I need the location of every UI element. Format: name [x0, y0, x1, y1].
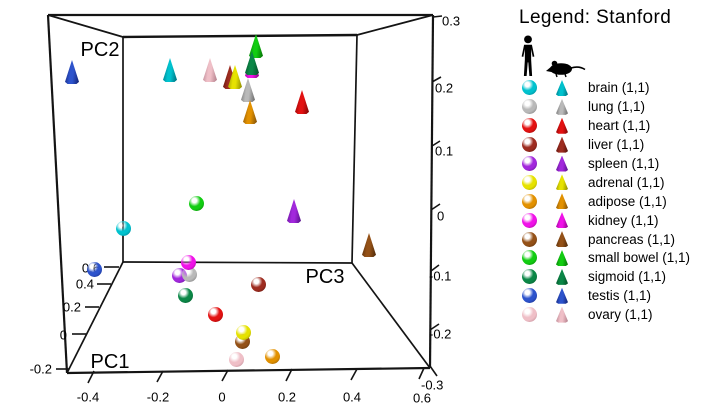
legend-item-liver: liver (1,1)	[500, 135, 728, 154]
legend-item-label: pancreas (1,1)	[588, 231, 676, 247]
sphere-marker-icon	[522, 269, 537, 285]
legend-item-sigmoid: sigmoid (1,1)	[500, 267, 728, 286]
pc1-tick-labels: -0.4 -0.2 0 0.2 0.4 0.6	[77, 390, 431, 406]
pc2-tick-label: 0.3	[442, 14, 460, 29]
pc1-tick-label: -0.2	[147, 390, 169, 405]
legend-item-pancreas: pancreas (1,1)	[500, 230, 728, 249]
pc2-tick-label: -0.3	[421, 378, 443, 393]
sphere-marker-icon	[522, 250, 537, 266]
pc1-tick-label: 0	[218, 390, 225, 405]
pc1-tick-label: 0.4	[343, 390, 361, 405]
sphere-marker-icon	[522, 118, 537, 134]
legend-item-label: spleen (1,1)	[588, 156, 660, 171]
cone-marker-icon	[556, 249, 568, 266]
cone-marker-icon	[556, 231, 568, 248]
sphere-marker-icon	[522, 80, 537, 96]
pc1-tick-label: 0.2	[278, 390, 296, 405]
cone-marker-icon	[556, 117, 568, 134]
legend-item-lung: lung (1,1)	[500, 97, 728, 116]
legend-item-heart: heart (1,1)	[500, 116, 728, 135]
legend-panel: Legend: Stanford brain (1,1) lung (1,1) he…	[500, 0, 728, 416]
legend-item-adrenal: adrenal (1,1)	[500, 173, 728, 192]
legend-item-label: adrenal (1,1)	[588, 174, 665, 190]
pc3-tick-label: 0.2	[63, 300, 81, 315]
pc2-axis-ticks	[429, 15, 443, 377]
pc3-tick-label: 0.4	[76, 277, 94, 292]
cone-marker-icon	[556, 306, 568, 323]
legend-item-brain: brain (1,1)	[500, 79, 728, 98]
pc3-tick-label: 0	[60, 328, 67, 343]
pc2-tick-labels: 0.3 0.2 0.1 0 -0.1 -0.2 -0.3	[421, 14, 460, 393]
legend-item-label: ovary (1,1)	[588, 307, 653, 323]
pc3-axis-label: PC3	[306, 266, 345, 288]
sphere-marker-icon	[522, 156, 537, 171]
sphere-marker-icon	[522, 307, 537, 323]
legend-items: brain (1,1) lung (1,1) heart (1,1) liver (1…	[500, 79, 728, 325]
sphere-marker-icon	[522, 288, 537, 304]
pc3-axis-ticks	[56, 266, 119, 370]
pc2-tick-label: -0.1	[429, 269, 451, 284]
cone-marker-icon	[556, 79, 568, 96]
pc2-axis-label: PC2	[81, 39, 120, 61]
cone-marker-icon	[556, 136, 568, 153]
legend-item-label: sigmoid (1,1)	[588, 269, 667, 285]
legend-item-label: testis (1,1)	[588, 288, 652, 304]
legend-item-kidney: kidney (1,1)	[500, 211, 728, 230]
legend-item-label: adipose (1,1)	[588, 193, 667, 209]
legend-item-adipose: adipose (1,1)	[500, 192, 728, 211]
legend-item-label: kidney (1,1)	[588, 212, 659, 228]
pc1-tick-label: 0.6	[413, 391, 431, 406]
legend-item-label: lung (1,1)	[588, 99, 646, 115]
legend-item-ovary: ovary (1,1)	[500, 305, 728, 324]
pc2-tick-label: 0.1	[435, 144, 453, 159]
legend-item-label: brain (1,1)	[588, 80, 650, 96]
cone-marker-icon	[556, 212, 568, 229]
cone-marker-icon	[556, 193, 568, 210]
pc1-axis-ticks	[87, 367, 425, 384]
legend-item-label: liver (1,1)	[588, 137, 645, 153]
box-outer-edges	[46, 13, 435, 375]
cone-marker-icon	[556, 268, 568, 285]
pc2-tick-label: -0.2	[429, 327, 451, 342]
legend-item-testis: testis (1,1)	[500, 286, 728, 305]
legend-title: Legend: Stanford	[519, 7, 672, 28]
pc1-axis-label: PC1	[91, 351, 130, 373]
legend-item-small-bowel: small bowel (1,1)	[500, 249, 728, 268]
pc1-tick-label: -0.4	[77, 390, 99, 405]
sphere-marker-icon	[522, 99, 537, 115]
legend-item-label: heart (1,1)	[588, 118, 651, 134]
sphere-marker-icon	[522, 231, 537, 247]
pc2-tick-label: 0.2	[435, 81, 453, 96]
mouse-icon	[546, 60, 586, 78]
cone-marker-icon	[556, 155, 568, 172]
sphere-marker-icon	[522, 137, 537, 153]
cone-marker-icon	[556, 98, 568, 115]
sphere-marker-icon	[522, 212, 537, 228]
sphere-marker-icon	[522, 193, 537, 209]
cone-marker-icon	[556, 287, 568, 304]
pc2-tick-label: 0	[437, 209, 444, 224]
legend-item-spleen: spleen (1,1)	[500, 154, 728, 173]
legend-item-label: small bowel (1,1)	[588, 250, 691, 266]
cone-marker-icon	[556, 174, 568, 191]
human-icon	[521, 35, 535, 77]
pc3-tick-label: -0.2	[30, 362, 52, 377]
sphere-marker-icon	[522, 174, 537, 190]
box-inner-edges	[47, 14, 434, 374]
pc3-tick-label: 0.6	[82, 261, 100, 276]
